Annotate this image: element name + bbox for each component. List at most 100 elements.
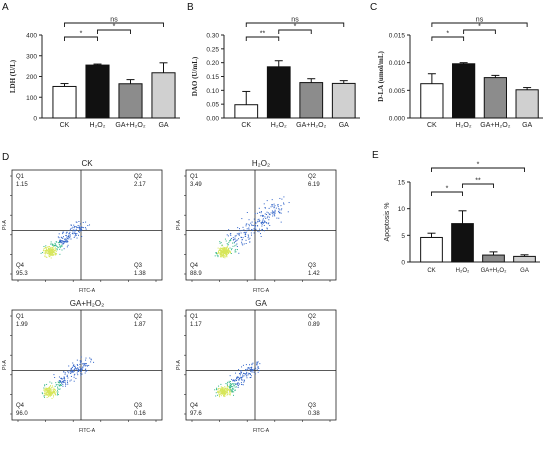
event-dot — [221, 253, 223, 255]
event-dot — [74, 368, 76, 370]
event-dot — [257, 230, 259, 232]
y-tick-label: 0.015 — [389, 33, 406, 40]
event-dot — [229, 383, 231, 385]
event-dot — [55, 241, 57, 243]
event-dot — [230, 249, 232, 251]
event-dot — [74, 366, 76, 368]
event-dot — [225, 247, 227, 249]
significance-bracket — [245, 36, 280, 41]
y-tick-label: 10 — [398, 206, 406, 213]
event-dot — [74, 225, 76, 227]
event-dot — [75, 368, 77, 370]
event-dot — [68, 370, 70, 372]
event-dot — [67, 241, 69, 243]
quadrant-label-q4: Q4 — [190, 263, 199, 269]
bar-1 — [452, 63, 476, 119]
event-dot — [219, 252, 221, 254]
event-dot — [64, 378, 66, 380]
event-dot — [43, 389, 45, 391]
event-dot — [251, 369, 253, 371]
bar-2 — [483, 77, 507, 119]
event-dot — [50, 253, 52, 255]
event-dot — [51, 254, 53, 256]
event-dot — [231, 378, 233, 380]
event-dot — [237, 377, 239, 379]
event-dot — [55, 391, 57, 393]
event-dot — [253, 232, 255, 234]
event-dot — [224, 249, 226, 251]
event-dot — [229, 251, 231, 253]
quadrant-value-q1: 1.17 — [190, 322, 202, 328]
bar-0 — [420, 236, 443, 263]
event-dot — [246, 228, 248, 230]
event-dot — [234, 237, 236, 239]
event-dot — [228, 250, 230, 252]
event-dot — [67, 383, 69, 385]
event-dot — [73, 369, 75, 371]
event-dot — [283, 196, 285, 198]
event-dot — [228, 393, 230, 395]
event-dot — [232, 380, 234, 382]
event-dot — [235, 251, 237, 253]
event-dot — [67, 371, 69, 373]
event-dot — [280, 205, 282, 207]
event-dot — [272, 204, 274, 206]
event-dot — [224, 391, 226, 393]
event-dot — [48, 256, 50, 258]
event-dot — [47, 391, 49, 393]
event-dot — [251, 367, 253, 369]
event-dot — [48, 386, 50, 388]
event-dot — [281, 208, 283, 210]
event-dot — [56, 241, 58, 243]
event-dot — [43, 252, 45, 254]
event-dot — [60, 241, 62, 243]
event-dot — [238, 252, 240, 254]
event-dot — [78, 221, 80, 223]
event-dot — [270, 206, 272, 208]
event-dot — [88, 364, 90, 366]
event-dot — [219, 393, 221, 395]
event-dot — [83, 227, 85, 229]
event-dot — [242, 384, 244, 386]
event-dot — [77, 234, 79, 236]
event-dot — [73, 227, 75, 229]
event-dot — [217, 253, 219, 255]
event-dot — [230, 385, 232, 387]
event-dot — [44, 385, 46, 387]
event-dot — [50, 253, 52, 255]
event-dot — [221, 252, 223, 254]
event-dot — [52, 391, 54, 393]
event-dot — [240, 370, 242, 372]
event-dot — [250, 222, 252, 224]
event-dot — [278, 209, 280, 211]
event-dot — [223, 390, 225, 392]
event-dot — [245, 239, 247, 241]
event-dot — [61, 378, 63, 380]
event-dot — [62, 381, 64, 383]
event-dot — [233, 239, 235, 241]
event-dot — [60, 377, 62, 379]
event-dot — [248, 219, 250, 221]
event-dot — [261, 228, 263, 230]
event-dot — [220, 248, 222, 250]
event-dot — [63, 241, 65, 243]
event-dot — [217, 391, 219, 393]
event-dot — [274, 210, 276, 212]
event-dot — [49, 389, 51, 391]
event-dot — [249, 373, 251, 375]
event-dot — [227, 251, 229, 253]
event-dot — [72, 371, 74, 373]
event-dot — [241, 237, 243, 239]
event-dot — [266, 200, 268, 202]
event-dot — [52, 249, 54, 251]
event-dot — [249, 377, 251, 379]
y-tick-label: 200 — [26, 74, 37, 81]
event-dot — [222, 256, 224, 258]
event-dot — [251, 364, 253, 366]
event-dot — [253, 368, 255, 370]
quadrant-value-q3: 1.38 — [134, 271, 146, 277]
event-dot — [250, 375, 252, 377]
event-dot — [235, 240, 237, 242]
event-dot — [256, 368, 258, 370]
event-dot — [63, 241, 65, 243]
